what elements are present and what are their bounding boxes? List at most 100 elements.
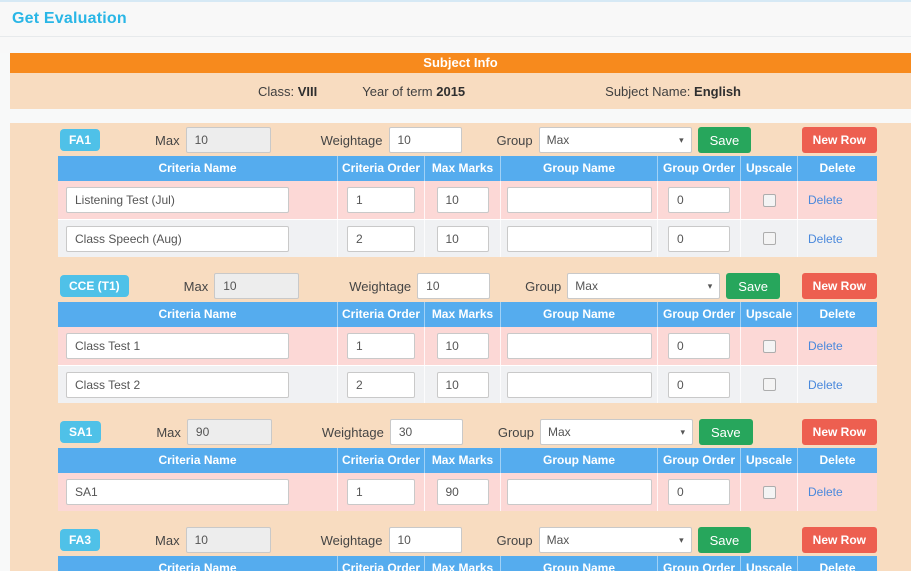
- new-row-button[interactable]: New Row: [801, 273, 877, 299]
- max-marks-input[interactable]: [436, 187, 489, 213]
- upscale-cell: [741, 366, 798, 403]
- upscale-checkbox[interactable]: [762, 339, 776, 353]
- criteria-order-input[interactable]: [347, 371, 415, 398]
- new-row-button[interactable]: New Row: [801, 527, 877, 553]
- criteria-order-input[interactable]: [347, 187, 415, 213]
- criteria-name-cell: [58, 327, 338, 365]
- column-header-group-name: Group Name: [501, 302, 658, 327]
- column-header-delete: Delete: [819, 161, 856, 175]
- section-controls: CCE (T1) Max Weightage Group Max ▾ Save …: [10, 273, 911, 299]
- group-name-input[interactable]: [506, 371, 652, 398]
- criteria-table-body: Delete: [58, 473, 877, 511]
- group-select-value: Max: [546, 133, 570, 147]
- group-label: Group: [496, 532, 533, 548]
- max-input: [185, 127, 271, 153]
- column-header-delete: Delete: [819, 307, 856, 321]
- weightage-label: Weightage: [320, 532, 383, 548]
- group-order-input[interactable]: [668, 333, 730, 359]
- max-label: Max: [155, 532, 180, 548]
- section-controls: FA1 Max Weightage Group Max ▾ Save New R…: [10, 127, 911, 153]
- criteria-table: Criteria Name Criteria Order Max Marks G…: [58, 448, 877, 511]
- page-title: Get Evaluation: [12, 10, 127, 27]
- delete-link[interactable]: Delete: [808, 485, 843, 499]
- group-select[interactable]: Max ▾: [538, 527, 692, 553]
- criteria-name-input[interactable]: [66, 371, 289, 398]
- weightage-input[interactable]: [388, 127, 462, 153]
- group-select[interactable]: Max ▾: [538, 127, 692, 153]
- group-order-input[interactable]: [668, 371, 730, 398]
- column-header-group-name: Group Name: [501, 556, 658, 571]
- group-name-input[interactable]: [506, 225, 652, 252]
- evaluation-section: FA1 Max Weightage Group Max ▾ Save New R…: [10, 123, 911, 269]
- criteria-order-input[interactable]: [347, 225, 415, 252]
- group-name-input[interactable]: [506, 333, 652, 359]
- criteria-order-cell: [338, 181, 425, 219]
- section-badge: FA1: [60, 129, 101, 151]
- save-button[interactable]: Save: [726, 273, 780, 299]
- upscale-checkbox[interactable]: [762, 193, 776, 207]
- max-marks-input[interactable]: [436, 479, 489, 505]
- column-header-group-name: Group Name: [501, 156, 658, 181]
- max-marks-input[interactable]: [436, 333, 489, 359]
- new-row-button[interactable]: New Row: [801, 127, 877, 153]
- criteria-order-cell: [338, 366, 425, 403]
- column-header-criteria-order: Criteria Order: [338, 156, 425, 181]
- new-row-button[interactable]: New Row: [801, 419, 877, 445]
- criteria-name-input[interactable]: [66, 333, 289, 359]
- upscale-cell: [741, 181, 798, 219]
- criteria-name-input[interactable]: [66, 479, 289, 505]
- delete-link[interactable]: Delete: [808, 339, 843, 353]
- criteria-row: Delete: [58, 181, 877, 219]
- group-select-value: Max: [547, 425, 571, 439]
- delete-link[interactable]: Delete: [808, 377, 843, 392]
- criteria-name-cell: [58, 473, 338, 511]
- save-button[interactable]: Save: [697, 127, 752, 153]
- upscale-cell: [741, 220, 798, 257]
- page-title-row: Get Evaluation: [0, 2, 911, 37]
- group-order-input[interactable]: [668, 225, 730, 252]
- top-band: Get Evaluation: [0, 0, 911, 53]
- column-header-group-order: Group Order: [658, 302, 741, 327]
- weightage-input[interactable]: [388, 527, 462, 553]
- class-label: Class:: [258, 83, 295, 99]
- criteria-table-header: Criteria Name Criteria Order Max Marks G…: [58, 448, 877, 473]
- max-marks-input[interactable]: [436, 371, 489, 398]
- group-select-value: Max: [546, 533, 570, 547]
- upscale-checkbox[interactable]: [762, 485, 776, 499]
- weightage-input[interactable]: [417, 273, 491, 299]
- max-marks-input[interactable]: [436, 225, 489, 252]
- criteria-name-input[interactable]: [66, 187, 289, 213]
- column-header-upscale: Upscale: [741, 156, 798, 181]
- group-select-value: Max: [575, 279, 598, 293]
- group-name-input[interactable]: [506, 479, 652, 505]
- criteria-order-input[interactable]: [347, 479, 415, 505]
- weightage-input[interactable]: [389, 419, 463, 445]
- group-order-input[interactable]: [668, 479, 730, 505]
- delete-link[interactable]: Delete: [808, 231, 843, 246]
- criteria-order-input[interactable]: [347, 333, 415, 359]
- delete-cell: Delete: [798, 473, 877, 511]
- delete-link[interactable]: Delete: [808, 193, 843, 207]
- criteria-order-cell: [338, 220, 425, 257]
- weightage-label: Weightage: [321, 424, 384, 440]
- max-marks-cell: [425, 220, 501, 257]
- column-header-max-marks: Max Marks: [425, 302, 501, 327]
- upscale-checkbox[interactable]: [762, 378, 776, 391]
- group-order-input[interactable]: [668, 187, 730, 213]
- gap-strip: [0, 109, 911, 123]
- criteria-name-input[interactable]: [66, 225, 289, 252]
- class-info: Class: VIII: [258, 84, 317, 99]
- criteria-table: Criteria Name Criteria Order Max Marks G…: [58, 302, 877, 403]
- group-select[interactable]: Max ▾: [539, 419, 693, 445]
- group-name-input[interactable]: [506, 187, 652, 213]
- group-name-cell: [501, 366, 658, 403]
- column-header-criteria-name: Criteria Name: [58, 156, 338, 181]
- save-button[interactable]: Save: [698, 419, 753, 445]
- upscale-checkbox[interactable]: [762, 232, 776, 245]
- column-header-group-name: Group Name: [501, 448, 658, 473]
- save-button[interactable]: Save: [697, 527, 752, 553]
- group-select[interactable]: Max ▾: [567, 273, 721, 299]
- section-badge: CCE (T1): [60, 275, 129, 297]
- criteria-table: Criteria Name Criteria Order Max Marks G…: [58, 156, 877, 257]
- weightage-label: Weightage: [320, 132, 383, 148]
